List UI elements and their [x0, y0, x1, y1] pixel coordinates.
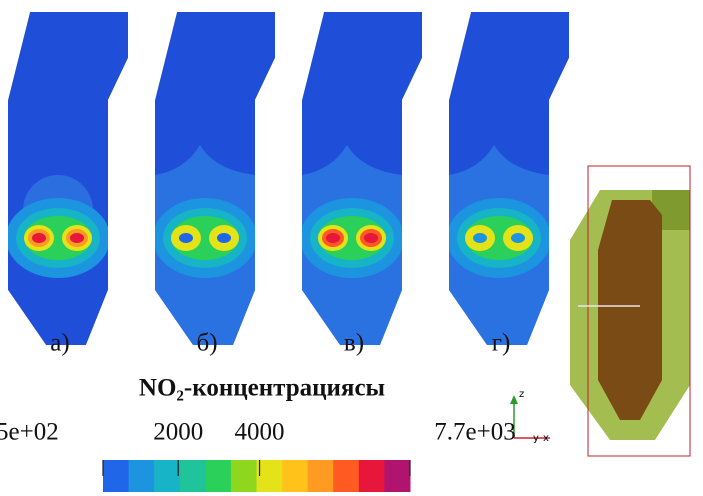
colorbar-tick-label: 2000 [153, 419, 203, 446]
panel-label: г) [492, 330, 511, 357]
hot-spot [326, 233, 340, 243]
hot-spot [473, 233, 487, 243]
axis-label: z [519, 389, 524, 400]
hot-spot [511, 233, 525, 243]
contour-fill [300, 12, 422, 345]
hot-spot [32, 233, 46, 243]
contour-panel [300, 12, 422, 345]
contour-panel [6, 12, 128, 345]
axes-triad: z y x [510, 389, 550, 444]
axis-label: x [543, 433, 549, 444]
hot-spot [217, 233, 231, 243]
contour-fill [6, 12, 128, 345]
contour-fill [447, 12, 569, 345]
colorbar-tick-label: 7.7e+03 [434, 419, 515, 446]
colorbar-title: NO₂-концентрациясы [139, 375, 385, 402]
contour-panels: а) б) в) г) [6, 12, 569, 357]
colorbar-segment [180, 460, 206, 492]
contour-fill [153, 12, 275, 345]
iso-surface [570, 166, 690, 456]
colorbar-segment [282, 460, 308, 492]
contour-panel [447, 12, 569, 345]
colorbar: 1.5e+02 2000 4000 7.7e+03 [0, 419, 516, 492]
colorbar-segment [205, 460, 231, 492]
colorbar-segment [384, 460, 410, 492]
colorbar-segment [129, 460, 155, 492]
panel-label: в) [344, 330, 364, 357]
colorbar-tick-label: 1.5e+02 [0, 419, 59, 446]
axis-label: y [533, 433, 539, 444]
colorbar-segment [333, 460, 359, 492]
colorbar-segment [154, 460, 180, 492]
hot-spot [364, 233, 378, 243]
panel-label: а) [50, 330, 69, 357]
colorbar-segment [231, 460, 257, 492]
contour-panel [153, 12, 275, 345]
colorbar-tick-label: 4000 [235, 419, 285, 446]
colorbar-segment [308, 460, 334, 492]
colorbar-segment [257, 460, 283, 492]
hot-spot [179, 233, 193, 243]
hot-spot [70, 233, 84, 243]
figure: а) б) в) г) z y x NO₂-концентрациясы 1.5e+0… [0, 0, 703, 496]
panel-label: б) [196, 330, 217, 357]
colorbar-segment [359, 460, 385, 492]
colorbar-segment [103, 460, 129, 492]
